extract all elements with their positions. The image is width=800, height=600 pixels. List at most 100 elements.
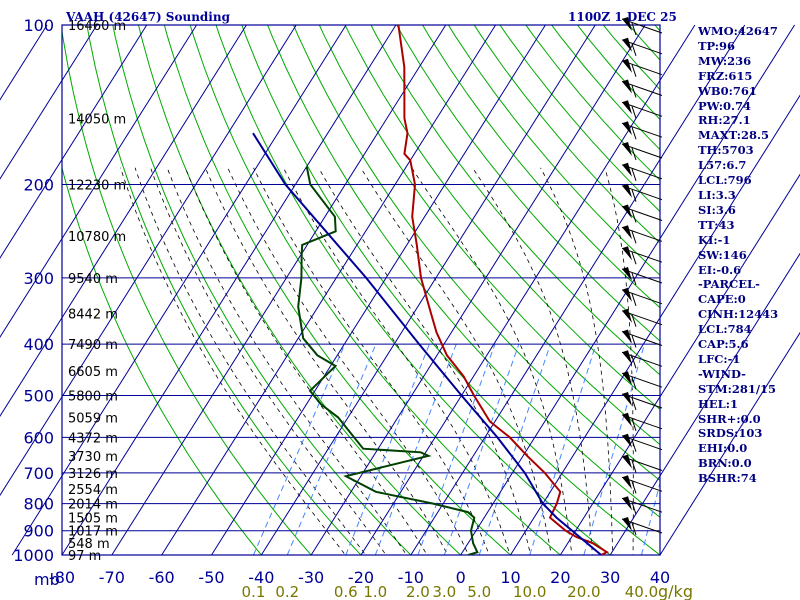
- stat-item: LCL:796: [698, 173, 752, 188]
- temperature-tick-label: -50: [198, 568, 224, 587]
- plot-frame: [61, 24, 661, 556]
- height-label: 2554 m: [68, 483, 118, 498]
- height-label: 8442 m: [68, 307, 118, 322]
- stat-item: RH:27.1: [698, 113, 751, 128]
- height-labels: 16460 m 14050 m 12230 m 10780 m 9540 m 8442 m…: [68, 19, 126, 564]
- stat-item: LCL:784: [698, 322, 752, 337]
- moist-adiabat-line: [184, 167, 428, 555]
- stat-item: LFC:-1: [698, 351, 741, 366]
- moist-adiabat-line: [120, 167, 346, 555]
- parcel-line: [252, 132, 602, 555]
- isotherm-line: [0, 24, 247, 418]
- temperature-line: [397, 25, 609, 555]
- dry-adiabat-line: [163, 25, 512, 555]
- barb-feather: [631, 397, 637, 411]
- wind-barb: [621, 246, 663, 265]
- dry-adiabat-line: [189, 25, 562, 555]
- barb-feather: [631, 106, 637, 119]
- isotherm-line: [0, 24, 197, 338]
- barb-flag: [622, 308, 632, 323]
- wind-barb: [621, 287, 663, 306]
- height-label: 4372 m: [68, 431, 118, 446]
- axes: 0.1 0.2 0.6 1.0 2.0 3.0 5.0 10.0 20.0 40.01002003…: [13, 16, 670, 600]
- mixing-ratio-unit-label: g/kg: [658, 582, 693, 600]
- stat-item: CINH:12443: [698, 307, 779, 322]
- barb-feather: [631, 127, 637, 140]
- dry-adiabat-line: [62, 165, 263, 555]
- dewpoint-line: [297, 166, 479, 555]
- isotherm-line: [310, 24, 646, 556]
- pressure-tick-label: 100: [23, 16, 54, 35]
- barb-feather: [631, 85, 637, 98]
- moist-adiabat-line: [318, 167, 532, 555]
- mixing-ratio-tick-label: 2.0: [406, 583, 430, 600]
- barb-feather: [631, 231, 637, 244]
- stat-item: TH:5703: [698, 143, 754, 158]
- barb-feather: [631, 210, 637, 223]
- mixing-ratio-line: [286, 343, 377, 555]
- height-label: 5059 m: [68, 411, 118, 426]
- barb-flag: [622, 392, 632, 406]
- dry-adiabat-line: [292, 25, 660, 482]
- stat-item: BSHR:74: [698, 471, 757, 486]
- temperature-tick-label: -80: [49, 568, 75, 587]
- chart-title: VAAH (42647) Sounding: [65, 10, 231, 24]
- barb-feather: [631, 418, 637, 431]
- mixing-ratio-tick-label: 10.0: [513, 583, 546, 600]
- barb-flag: [622, 58, 632, 73]
- wind-barb: [621, 475, 663, 494]
- height-label: 16460 m: [68, 19, 126, 34]
- stat-item: BRN:0.0: [698, 456, 752, 471]
- moist-adiabat-line: [150, 167, 387, 555]
- height-label: 3126 m: [68, 467, 118, 482]
- mixing-ratio-tick-label: 5.0: [467, 583, 491, 600]
- mixing-ratio-line: [529, 343, 597, 555]
- barb-flag: [622, 17, 632, 31]
- dry-adiabat-line: [344, 25, 660, 410]
- wind-barb: [621, 17, 663, 36]
- dry-adiabat-line: [241, 25, 660, 555]
- temperature-tick-label: -60: [149, 568, 175, 587]
- isotherm-line: [111, 24, 447, 556]
- barb-feather: [631, 147, 637, 161]
- mixing-ratio-line: [253, 343, 346, 555]
- isotherm-line: [559, 173, 800, 556]
- wind-barb: [621, 412, 663, 431]
- pressure-tick-label: 200: [23, 176, 54, 195]
- pressure-tick-label: 400: [23, 335, 54, 354]
- barb-feather: [631, 356, 637, 369]
- dry-adiabat-line: [86, 25, 362, 555]
- wind-barb: [621, 454, 663, 473]
- stat-item: CAPE:0: [698, 292, 746, 307]
- isotherm-line: [260, 24, 596, 556]
- stat-item: MW:236: [698, 53, 752, 68]
- barb-flag: [622, 329, 632, 344]
- moist-adiabat-line: [360, 167, 552, 555]
- height-label: 9540 m: [68, 272, 118, 287]
- wind-barb: [621, 517, 663, 536]
- stat-item: EHI:0.0: [698, 441, 748, 456]
- pressure-tick-label: 700: [23, 464, 54, 483]
- height-label: 6605 m: [68, 365, 118, 380]
- isotherm-line: [659, 331, 800, 556]
- dry-adiabat-line: [112, 25, 412, 555]
- isotherm-line: [11, 24, 347, 556]
- isotherm-line: [0, 24, 148, 259]
- profiles: [252, 25, 609, 555]
- barb-flag: [622, 433, 632, 448]
- barb-flag: [622, 517, 632, 531]
- moist-adiabats: [120, 167, 634, 555]
- temperature-tick-label: -30: [298, 568, 324, 587]
- temperature-tick-label: -40: [248, 568, 274, 587]
- barb-feather: [631, 64, 637, 77]
- wind-barbs: [621, 17, 663, 536]
- pressure-tick-label: 600: [23, 428, 54, 447]
- barb-feather: [631, 189, 637, 202]
- temperature-tick-label: -10: [398, 568, 424, 587]
- mixing-ratio-tick-label: 0.2: [275, 583, 299, 600]
- temperature-tick-label: 0: [456, 568, 466, 587]
- barb-flag: [622, 475, 632, 490]
- mixing-ratio-tick-label: 1.0: [363, 583, 387, 600]
